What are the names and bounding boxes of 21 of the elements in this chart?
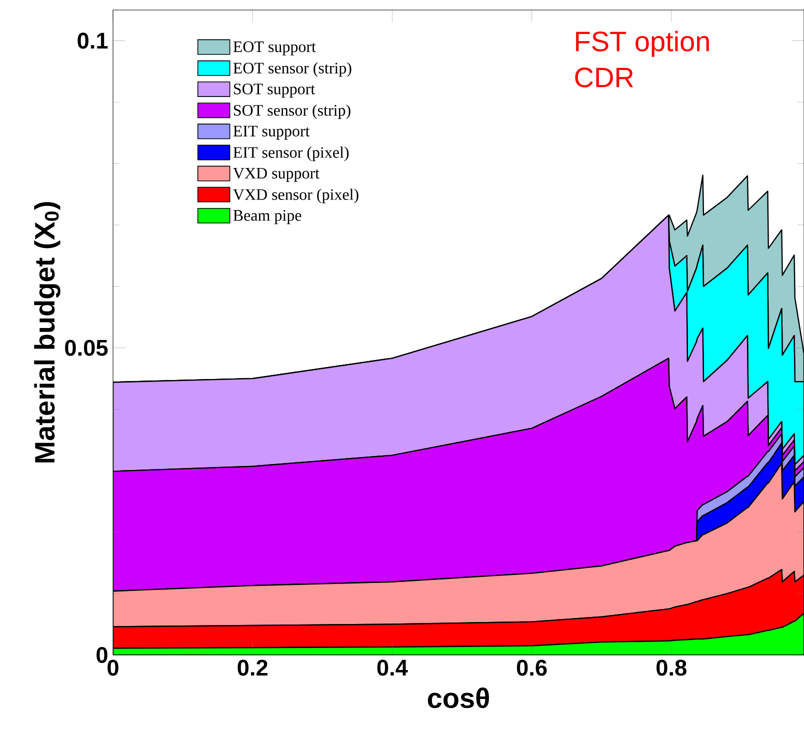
legend-label: VXD support xyxy=(233,168,320,182)
x-tick-label: 0.8 xyxy=(656,660,686,676)
legend-label: EOT sensor (strip) xyxy=(233,62,352,77)
y-axis-title: Material budget (X$_{0}$) xyxy=(34,202,60,462)
annotation: FST option xyxy=(576,30,709,57)
x-tick-label: 0.4 xyxy=(377,660,408,676)
legend-label: EOT support xyxy=(233,41,316,56)
y-tick-label: 0.1 xyxy=(78,32,108,49)
legend-label: Beam pipe xyxy=(233,210,302,224)
y-tick-label: 0 xyxy=(96,646,108,664)
legend-label: VXD sensor (pixel) xyxy=(233,188,358,204)
legend-label: SOT support xyxy=(234,84,316,98)
x-axis-title: cosθ xyxy=(428,688,489,708)
x-tick-label: 0.2 xyxy=(238,660,268,676)
legend-label: SOT sensor (strip) xyxy=(234,104,350,119)
annotation: CDR xyxy=(575,68,634,88)
y-tick-label: 0.05 xyxy=(65,340,108,356)
x-tick-label: 0 xyxy=(108,660,118,676)
legend-label: EIT support xyxy=(233,126,310,140)
legend-label: EIT sensor (pixel) xyxy=(233,146,349,162)
x-tick-label: 0.6 xyxy=(516,660,547,676)
